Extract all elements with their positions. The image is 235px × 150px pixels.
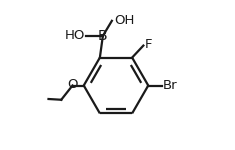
Text: HO: HO — [64, 29, 85, 42]
Text: O: O — [67, 78, 78, 91]
Text: Br: Br — [163, 79, 178, 92]
Text: F: F — [145, 38, 152, 51]
Text: B: B — [98, 29, 108, 43]
Text: OH: OH — [114, 14, 134, 27]
